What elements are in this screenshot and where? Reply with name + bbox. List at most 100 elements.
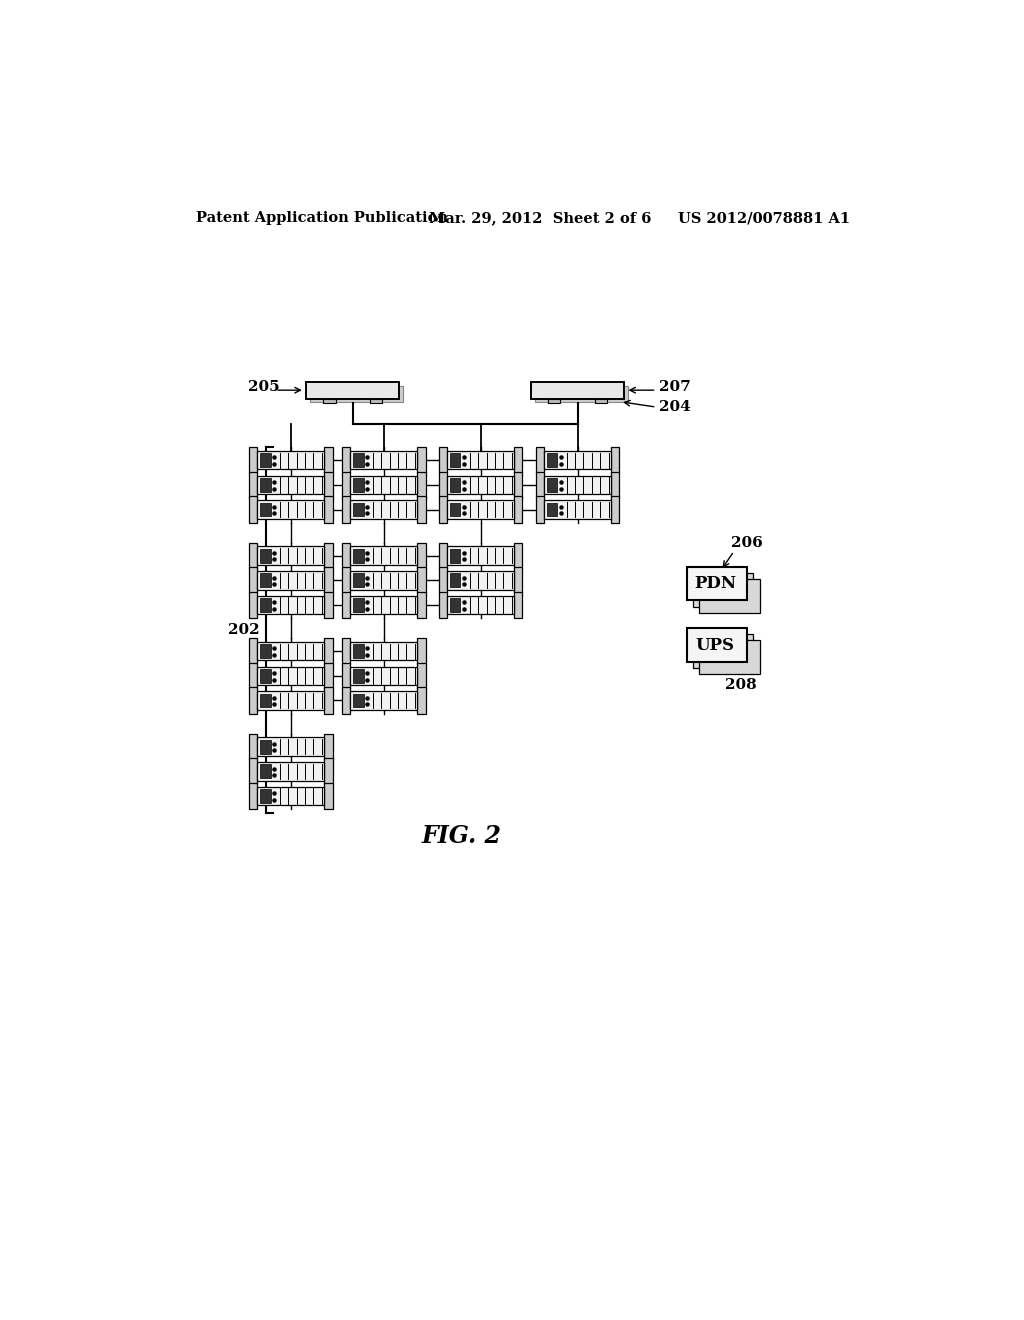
- Text: FIG. 2: FIG. 2: [421, 824, 502, 847]
- Bar: [324, 591, 333, 618]
- Bar: [306, 381, 399, 399]
- Bar: [260, 764, 270, 779]
- Bar: [260, 453, 270, 467]
- Bar: [417, 471, 426, 498]
- Bar: [257, 451, 324, 470]
- Bar: [249, 663, 257, 689]
- Bar: [447, 451, 514, 470]
- Bar: [514, 543, 522, 569]
- Bar: [547, 503, 557, 516]
- Bar: [531, 381, 624, 399]
- Bar: [438, 568, 447, 594]
- Bar: [257, 692, 324, 710]
- Bar: [342, 568, 350, 594]
- Bar: [257, 546, 324, 565]
- Bar: [342, 471, 350, 498]
- Bar: [257, 595, 324, 614]
- Bar: [417, 496, 426, 523]
- Bar: [257, 642, 324, 660]
- Bar: [342, 543, 350, 569]
- Bar: [260, 598, 270, 612]
- Bar: [417, 543, 426, 569]
- Bar: [249, 688, 257, 714]
- Bar: [438, 496, 447, 523]
- Bar: [548, 399, 560, 404]
- Bar: [257, 475, 324, 494]
- Bar: [342, 638, 350, 664]
- Text: 207: 207: [658, 380, 690, 395]
- Bar: [352, 503, 364, 516]
- Bar: [324, 568, 333, 594]
- Bar: [352, 644, 364, 659]
- Bar: [693, 635, 754, 668]
- Bar: [257, 572, 324, 590]
- Text: 202: 202: [228, 623, 260, 638]
- Bar: [450, 478, 461, 492]
- Bar: [324, 399, 336, 404]
- Bar: [547, 453, 557, 467]
- Bar: [350, 595, 417, 614]
- Bar: [342, 591, 350, 618]
- Bar: [249, 783, 257, 809]
- Bar: [438, 471, 447, 498]
- Bar: [257, 787, 324, 805]
- Bar: [249, 471, 257, 498]
- Bar: [260, 739, 270, 754]
- Bar: [350, 692, 417, 710]
- Bar: [249, 758, 257, 784]
- Bar: [450, 573, 461, 587]
- Bar: [324, 638, 333, 664]
- Bar: [260, 503, 270, 516]
- Bar: [249, 447, 257, 474]
- Bar: [352, 549, 364, 562]
- Bar: [447, 500, 514, 519]
- Bar: [514, 591, 522, 618]
- Bar: [324, 758, 333, 784]
- Bar: [350, 667, 417, 685]
- Bar: [417, 688, 426, 714]
- Bar: [544, 475, 611, 494]
- Bar: [352, 693, 364, 708]
- Bar: [514, 447, 522, 474]
- Bar: [352, 453, 364, 467]
- Bar: [324, 447, 333, 474]
- Bar: [536, 496, 544, 523]
- Bar: [260, 573, 270, 587]
- Bar: [450, 598, 461, 612]
- Bar: [260, 478, 270, 492]
- Bar: [352, 598, 364, 612]
- Bar: [699, 578, 760, 612]
- Bar: [417, 447, 426, 474]
- Bar: [535, 385, 628, 403]
- Text: Mar. 29, 2012  Sheet 2 of 6: Mar. 29, 2012 Sheet 2 of 6: [429, 211, 651, 226]
- Text: 204: 204: [658, 400, 690, 414]
- Bar: [350, 546, 417, 565]
- Bar: [352, 669, 364, 682]
- Bar: [324, 783, 333, 809]
- Bar: [595, 399, 607, 404]
- Bar: [544, 500, 611, 519]
- Bar: [450, 503, 461, 516]
- Bar: [257, 738, 324, 756]
- Text: 205: 205: [248, 380, 280, 395]
- Bar: [342, 447, 350, 474]
- Bar: [257, 500, 324, 519]
- Bar: [450, 453, 461, 467]
- Bar: [342, 496, 350, 523]
- Bar: [260, 669, 270, 682]
- Bar: [447, 595, 514, 614]
- Text: US 2012/0078881 A1: US 2012/0078881 A1: [678, 211, 850, 226]
- Bar: [350, 642, 417, 660]
- Text: PDN: PDN: [694, 576, 736, 591]
- Bar: [547, 478, 557, 492]
- Bar: [324, 471, 333, 498]
- Bar: [324, 496, 333, 523]
- Bar: [260, 693, 270, 708]
- Bar: [438, 447, 447, 474]
- Bar: [342, 688, 350, 714]
- Bar: [249, 638, 257, 664]
- Bar: [536, 471, 544, 498]
- Bar: [447, 546, 514, 565]
- Bar: [324, 663, 333, 689]
- Bar: [417, 638, 426, 664]
